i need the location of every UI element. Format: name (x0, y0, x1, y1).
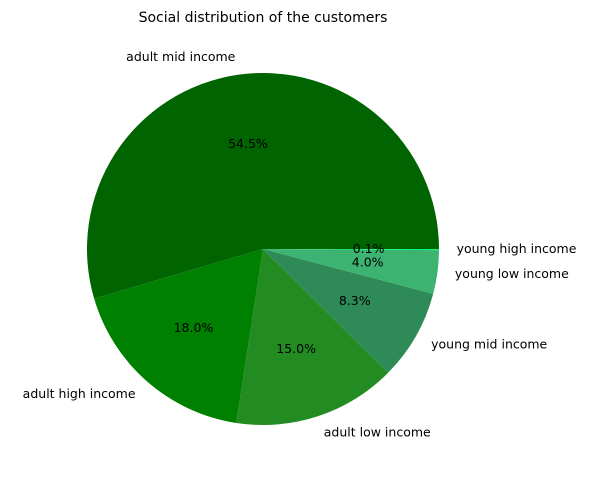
slice-category-label: adult high income (23, 386, 136, 401)
slice-percent-label: 54.5% (228, 136, 268, 151)
slice-category-label: young low income (455, 266, 569, 281)
pie-labels: adult mid income 54.5% adult high income 18… (23, 49, 577, 439)
slice-category-label: adult mid income (126, 49, 236, 64)
slice-category-label: young high income (457, 241, 577, 256)
slice-percent-label: 18.0% (174, 320, 214, 335)
pie-slice (263, 249, 440, 251)
pie-slice (263, 249, 439, 294)
slice-category-label: adult low income (324, 424, 431, 439)
slice-percent-label: 8.3% (339, 293, 371, 308)
pie-slice (236, 249, 389, 425)
slice-percent-label: 4.0% (352, 254, 384, 269)
pie-slices (87, 73, 440, 425)
pie-slice (87, 73, 440, 299)
slice-category-label: young mid income (431, 337, 547, 352)
chart-title: Social distribution of the customers (139, 10, 388, 26)
slice-percent-label: 15.0% (276, 341, 316, 356)
pie-slice (263, 249, 434, 373)
slice-percent-label: 0.1% (353, 241, 385, 256)
pie-slice (94, 249, 263, 423)
